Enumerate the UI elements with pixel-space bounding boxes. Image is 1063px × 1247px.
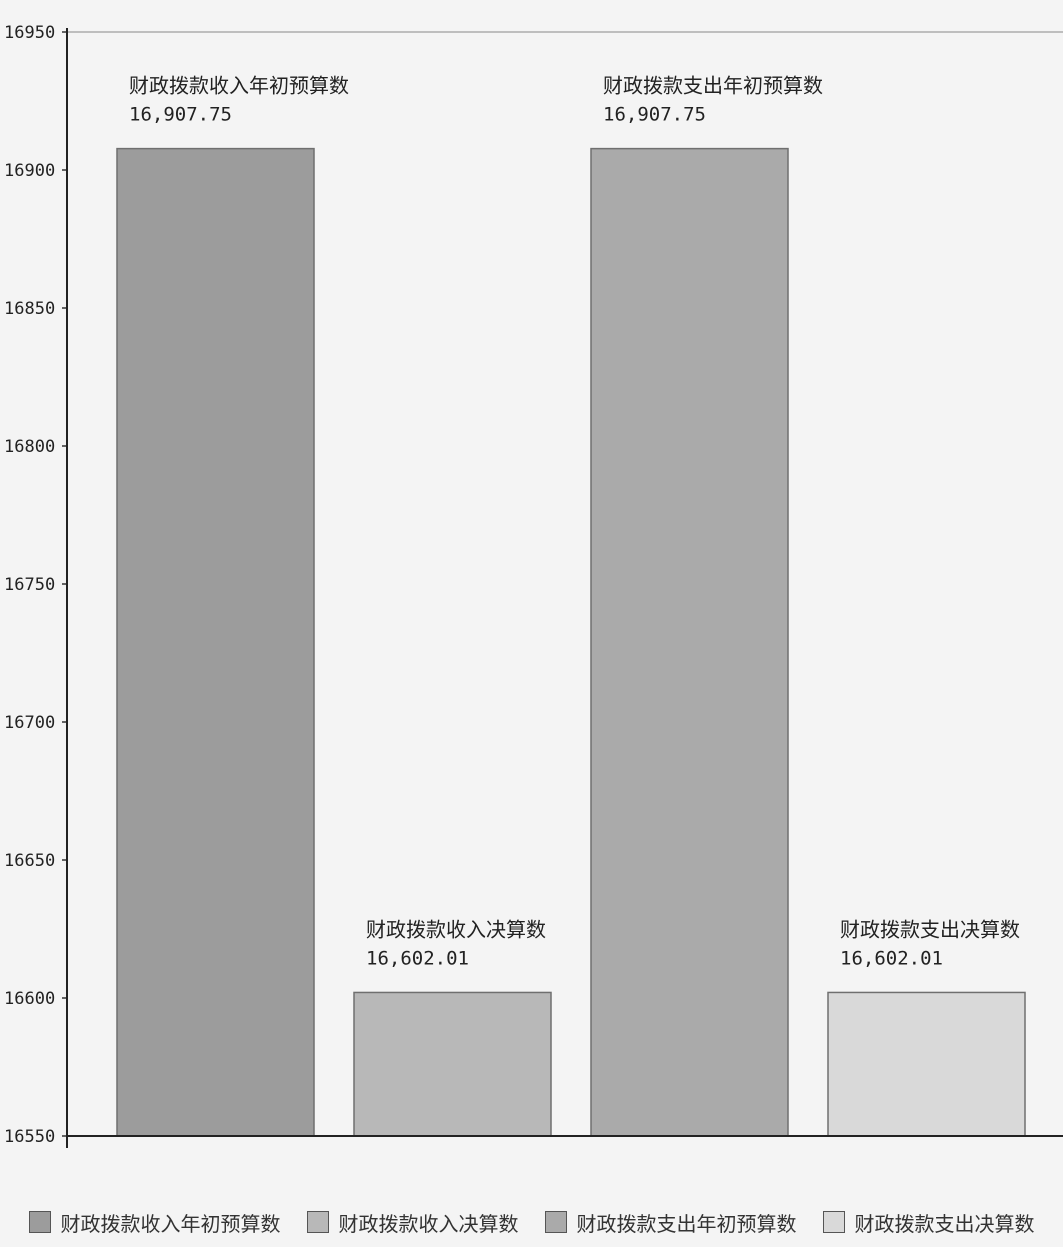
plot-area: 16550 16600 16650 16700 16750 16800 16850 16900… bbox=[4, 23, 1063, 1148]
legend-swatch bbox=[822, 1211, 845, 1233]
bar bbox=[353, 991, 552, 1137]
legend-swatch bbox=[28, 1211, 51, 1233]
legend-label: 财政拨款收入决算数 bbox=[338, 1211, 519, 1236]
legend-label: 财政拨款支出决算数 bbox=[854, 1211, 1035, 1236]
y-tick-label: 16850 bbox=[4, 299, 55, 319]
legend-label: 财政拨款收入年初预算数 bbox=[60, 1211, 281, 1236]
y-tick-label: 16550 bbox=[4, 1127, 55, 1147]
bar-category-label: 财政拨款收入年初预算数 bbox=[129, 74, 349, 98]
bar bbox=[116, 147, 315, 1137]
y-tick-label: 16800 bbox=[4, 437, 55, 457]
legend-item: 财政拨款收入年初预算数 bbox=[28, 1208, 281, 1237]
legend-item: 财政拨款支出年初预算数 bbox=[544, 1208, 797, 1237]
bar-value-label: 16,907.75 bbox=[603, 104, 706, 126]
legend-item: 财政拨款支出决算数 bbox=[822, 1208, 1035, 1237]
bar bbox=[590, 147, 789, 1137]
y-tick-label: 16700 bbox=[4, 713, 55, 733]
bar-value-label: 16,602.01 bbox=[840, 947, 943, 969]
legend-swatch bbox=[544, 1211, 567, 1233]
bar-value-label: 16,907.75 bbox=[129, 104, 232, 126]
bar-category-label: 财政拨款支出年初预算数 bbox=[603, 74, 823, 98]
legend: 财政拨款收入年初预算数 财政拨款收入决算数 财政拨款支出年初预算数 财政拨款支出… bbox=[0, 1205, 1063, 1239]
bar-category-label: 财政拨款支出决算数 bbox=[840, 917, 1020, 941]
y-tick-label: 16750 bbox=[4, 575, 55, 595]
y-tick-label: 16600 bbox=[4, 989, 55, 1009]
bar-value-label: 16,602.01 bbox=[366, 947, 469, 969]
legend-item: 财政拨款收入决算数 bbox=[306, 1208, 519, 1237]
bar bbox=[827, 991, 1026, 1137]
y-tick-label: 16650 bbox=[4, 851, 55, 871]
y-tick-label: 16950 bbox=[4, 23, 55, 43]
bar-category-label: 财政拨款收入决算数 bbox=[366, 917, 546, 941]
legend-label: 财政拨款支出年初预算数 bbox=[576, 1211, 797, 1236]
legend-swatch bbox=[306, 1211, 329, 1233]
y-tick-label: 16900 bbox=[4, 161, 55, 181]
